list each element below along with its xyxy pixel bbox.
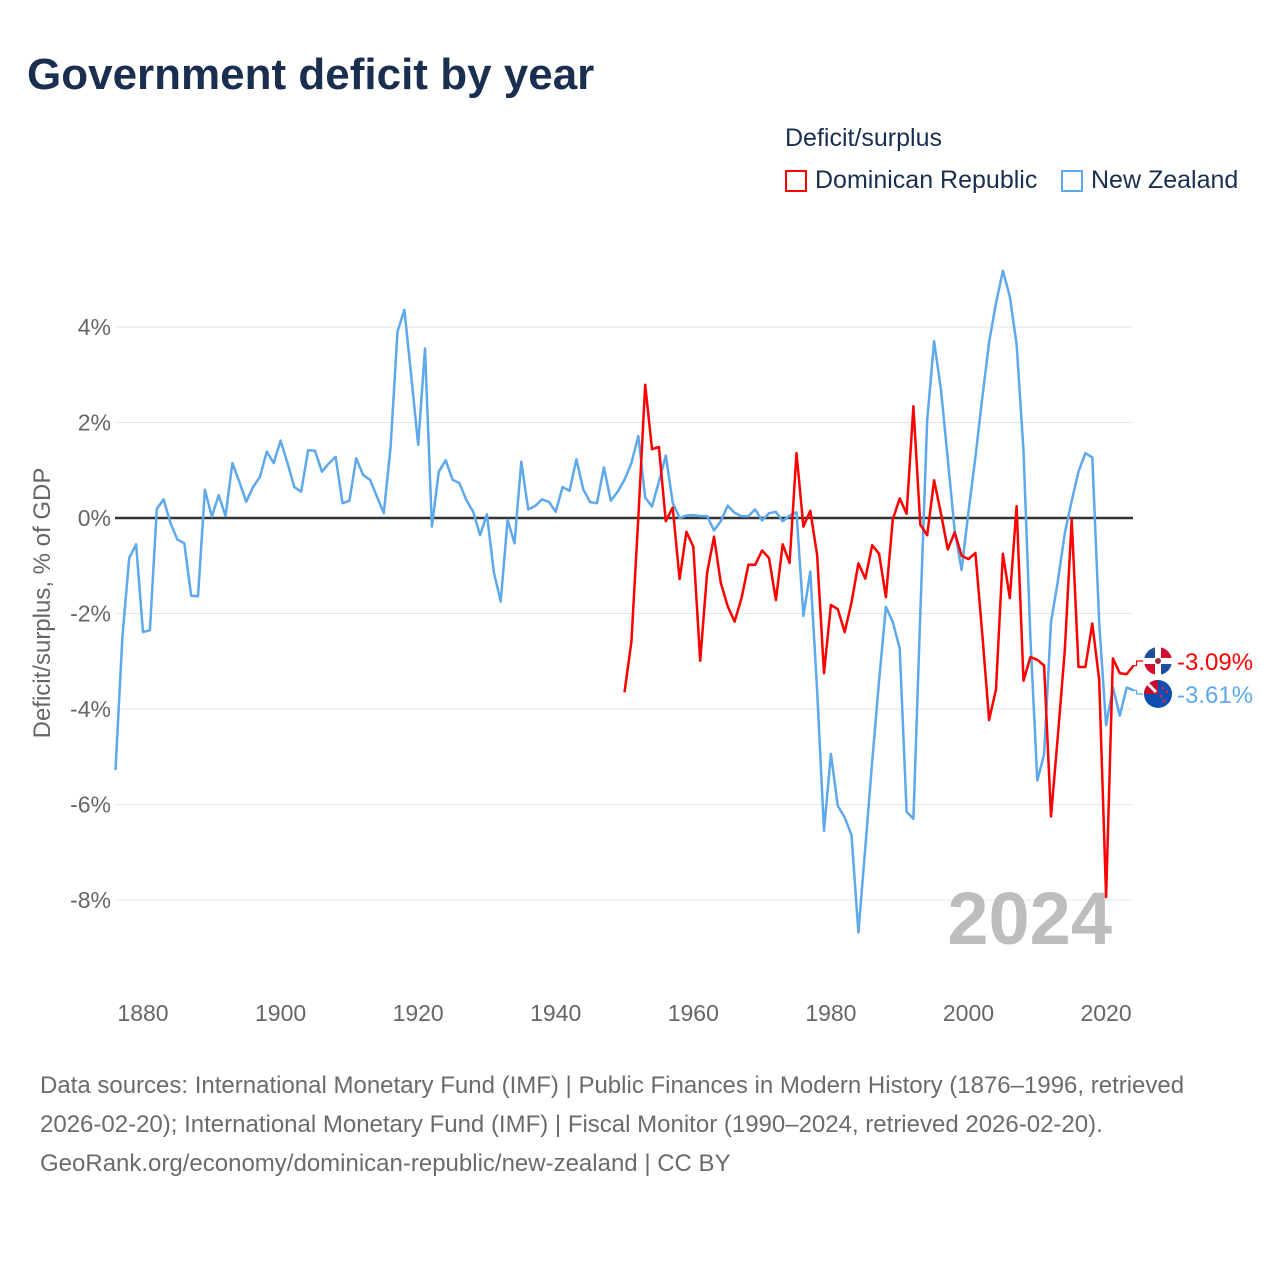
gridlines: [115, 326, 1133, 901]
legend-swatch-new-zealand: [1061, 169, 1083, 192]
end-label-connector: [1133, 660, 1143, 667]
y-axis-label: Deficit/surplus, % of GDP: [29, 468, 56, 739]
legend-title: Deficit/surplus: [785, 124, 942, 152]
legend-label-dominican-republic: Dominican Republic: [815, 166, 1038, 194]
y-tick-label: 2%: [78, 410, 111, 436]
y-tick-label: -4%: [70, 696, 111, 722]
y-tick-label: -6%: [70, 792, 111, 818]
x-tick-label: 1940: [530, 1000, 581, 1026]
x-tick-label: 1920: [393, 1000, 444, 1026]
x-tick-label: 2020: [1080, 1000, 1131, 1026]
end-value-label: -3.09%: [1177, 649, 1253, 676]
legend-label-new-zealand: New Zealand: [1091, 166, 1239, 194]
x-tick-label: 1960: [668, 1000, 719, 1026]
end-label-connector: [1133, 689, 1143, 695]
y-tick-label: -2%: [70, 601, 111, 627]
legend-item-new-zealand[interactable]: New Zealand: [1061, 166, 1238, 195]
data-sources: Data sources: International Monetary Fun…: [40, 1072, 1185, 1138]
footer: Data sources: International Monetary Fun…: [40, 1066, 1240, 1183]
legend-swatch-dominican-republic: [785, 169, 807, 192]
series-line-dominican-republic: [623, 383, 1135, 899]
end-value-label: -3.61%: [1177, 682, 1253, 709]
y-tick-label: -8%: [70, 887, 111, 913]
y-axis-ticks: 4% 2% 0% -2% -4% -6% -8%: [70, 314, 111, 913]
y-tick-label: 4%: [78, 314, 111, 340]
page-title: Government deficit by year: [27, 50, 595, 99]
dominican-republic-flag-icon: [1144, 647, 1172, 675]
end-labels: -3.09% -3.61%: [1133, 647, 1253, 709]
y-tick-label: 0%: [78, 505, 111, 531]
x-tick-label: 1880: [117, 1000, 168, 1026]
x-axis-ticks: 1880 1900 1920 1940 1960 1980 2000 2020: [117, 1000, 1131, 1026]
legend-item-dominican-republic[interactable]: Dominican Republic: [785, 166, 1037, 195]
new-zealand-flag-icon: [1144, 680, 1172, 708]
x-tick-label: 1980: [805, 1000, 856, 1026]
x-tick-label: 1900: [255, 1000, 306, 1026]
x-tick-label: 2000: [943, 1000, 994, 1026]
series-line-new-zealand: [114, 269, 1135, 934]
series-lines: [114, 269, 1135, 934]
year-watermark: 2024: [947, 877, 1112, 960]
credit-link[interactable]: GeoRank.org/economy/dominican-republic/n…: [40, 1150, 731, 1177]
